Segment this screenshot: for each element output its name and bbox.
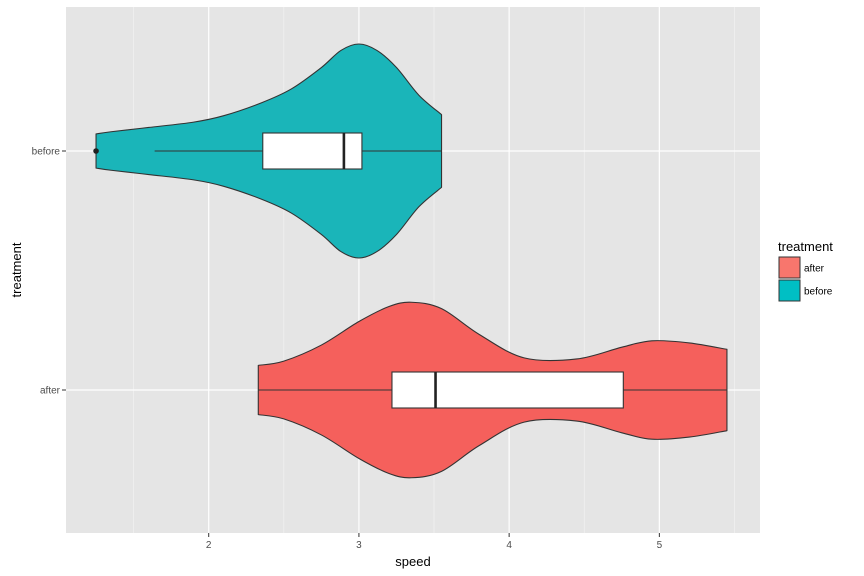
legend-items: after before — [778, 256, 833, 302]
x-tick-label: 5 — [657, 540, 663, 551]
x-axis-ticks: 2 3 4 5 — [206, 533, 663, 551]
outlier-point-before — [93, 148, 99, 154]
legend-label-before: before — [804, 287, 833, 298]
x-axis-title: speed — [395, 554, 430, 569]
boxplots — [93, 132, 727, 409]
box-before — [262, 132, 363, 170]
y-tick-label-after: after — [40, 386, 61, 397]
y-axis-title: treatment — [9, 242, 24, 297]
box-after — [391, 371, 624, 409]
x-tick-label: 4 — [506, 540, 512, 551]
y-axis-ticks: before after — [32, 147, 66, 397]
x-tick-label: 2 — [206, 540, 212, 551]
legend-key-before — [778, 279, 801, 302]
y-tick-label-before: before — [32, 147, 61, 158]
legend-title: treatment — [778, 239, 833, 254]
legend-key-after — [778, 256, 801, 279]
x-tick-label: 3 — [356, 540, 362, 551]
legend: treatment after before — [778, 239, 833, 302]
legend-label-after: after — [804, 264, 825, 275]
